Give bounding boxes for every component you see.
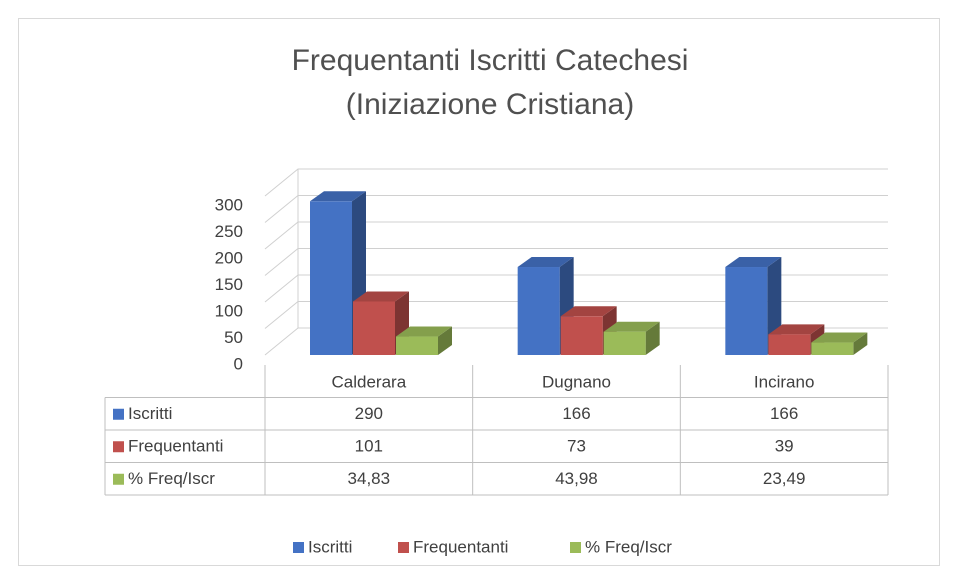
bar-top — [353, 291, 409, 302]
y-tick-label: 50 — [224, 328, 243, 347]
bar-top — [560, 306, 617, 317]
table-value: 166 — [562, 404, 590, 423]
table-value: 43,98 — [555, 469, 598, 488]
bar — [811, 342, 854, 355]
bar — [603, 331, 646, 355]
bar-top — [310, 191, 366, 202]
bar-side — [853, 332, 868, 355]
y-tick-label: 250 — [215, 222, 243, 241]
legend-key — [293, 542, 304, 553]
table-row-label: % Freq/Iscr — [128, 469, 215, 488]
bar-top — [396, 326, 452, 337]
legend-label: % Freq/Iscr — [585, 537, 672, 556]
x-tick-label: Calderara — [332, 373, 407, 392]
x-tick-label: Dugnano — [542, 373, 611, 392]
y-tick-label: 0 — [234, 354, 243, 373]
y-tick-label: 200 — [215, 248, 243, 267]
table-value: 166 — [770, 404, 798, 423]
bar — [396, 336, 438, 355]
legend-label: Iscritti — [308, 537, 352, 556]
bar — [353, 301, 395, 355]
bar — [310, 201, 352, 355]
table-key — [113, 408, 124, 420]
x-tick-label: Incirano — [754, 373, 814, 392]
legend-key — [398, 542, 409, 553]
bar — [725, 267, 768, 355]
table-value: 34,83 — [348, 469, 391, 488]
bar-side — [645, 321, 660, 355]
bar — [768, 334, 811, 355]
bar-side — [438, 326, 452, 355]
table-key — [113, 441, 124, 453]
chart-frame — [18, 18, 940, 566]
table-value: 23,49 — [763, 469, 806, 488]
bar-top — [517, 257, 574, 268]
table-row-label: Iscritti — [128, 404, 172, 423]
table-value: 101 — [355, 437, 383, 456]
chart-title: Frequentanti Iscritti Catechesi — [292, 44, 689, 77]
table-key — [113, 473, 124, 485]
bar-top — [811, 332, 868, 343]
table-row-label: Frequentanti — [128, 437, 223, 456]
legend-label: Frequentanti — [413, 537, 508, 556]
table-value: 290 — [355, 404, 383, 423]
bar — [560, 316, 603, 355]
bar-top — [725, 257, 782, 268]
table-value: 39 — [775, 437, 794, 456]
y-tick-label: 100 — [215, 301, 243, 320]
y-tick-label: 300 — [215, 195, 243, 214]
bar-top — [768, 324, 825, 335]
chart-subtitle: (Iniziazione Cristiana) — [346, 88, 634, 121]
bar — [517, 267, 560, 355]
legend-key — [570, 542, 581, 553]
table-value: 73 — [567, 437, 586, 456]
bar-top — [603, 321, 660, 332]
y-tick-label: 150 — [215, 275, 243, 294]
